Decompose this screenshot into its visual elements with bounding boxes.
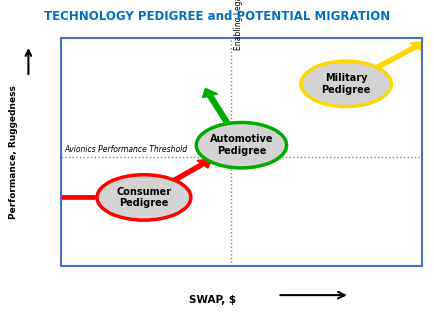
Text: TECHNOLOGY PEDIGREE and POTENTIAL MIGRATION: TECHNOLOGY PEDIGREE and POTENTIAL MIGRAT… [44, 10, 390, 23]
Text: SWAP, $: SWAP, $ [188, 295, 236, 305]
Text: Military
Pedigree: Military Pedigree [321, 73, 370, 95]
FancyArrow shape [174, 159, 211, 181]
FancyArrow shape [202, 88, 229, 123]
FancyArrow shape [376, 42, 424, 68]
Ellipse shape [97, 175, 191, 220]
Text: Enabling Legacy: Enabling Legacy [233, 0, 243, 50]
Text: Avionics Performance Threshold: Avionics Performance Threshold [64, 145, 187, 154]
Text: Performance, Ruggedness: Performance, Ruggedness [10, 85, 18, 219]
Ellipse shape [300, 61, 390, 107]
Ellipse shape [196, 123, 286, 168]
Text: Consumer
Pedigree: Consumer Pedigree [116, 187, 171, 208]
FancyArrow shape [41, 192, 95, 203]
Text: Automotive
Pedigree: Automotive Pedigree [209, 134, 273, 156]
